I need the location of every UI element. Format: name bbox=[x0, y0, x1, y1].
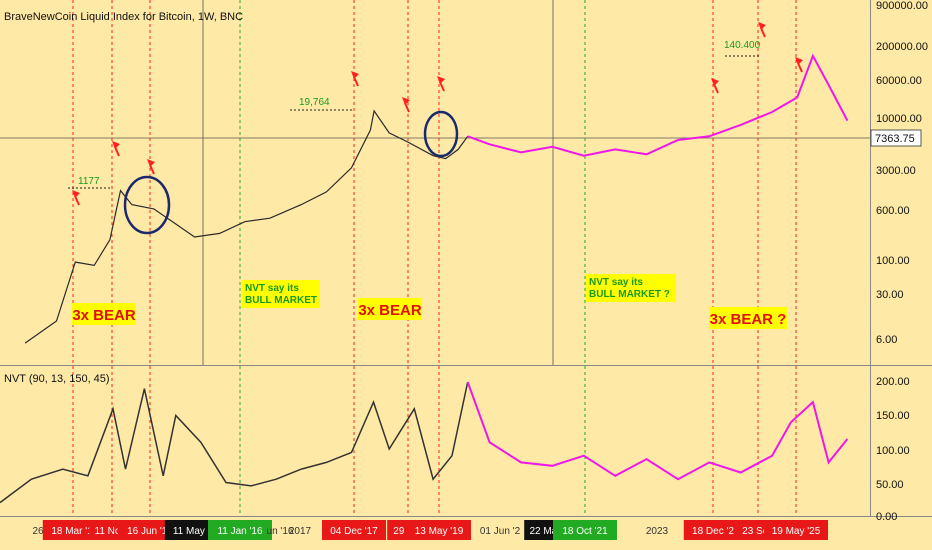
highlight-circle-2014 bbox=[123, 175, 171, 235]
highlight-circle-2019 bbox=[423, 110, 459, 158]
bear-box-3 bbox=[709, 307, 787, 329]
nvt-axis[interactable]: 200.00 150.00 100.00 50.00 0.00 bbox=[876, 376, 910, 523]
date-label: 11 May '1 bbox=[173, 526, 216, 537]
date-label: 22 Mar bbox=[529, 526, 561, 537]
nvt-tick-label: 0.00 bbox=[876, 511, 897, 523]
red-flag-icon bbox=[72, 190, 80, 206]
price-tick-label: 200000.00 bbox=[876, 41, 928, 53]
date-label: un '16 bbox=[267, 526, 294, 537]
bear-label-2: 3x BEAR bbox=[358, 302, 422, 319]
chart-title: BraveNewCoin Liquid Index for Bitcoin, 1… bbox=[4, 11, 243, 23]
price-panel-bg bbox=[0, 0, 870, 365]
time-axis[interactable]: 26 18 Mar '1 11 Nov 16 Jun '14 11 May '1 11 J… bbox=[32, 520, 828, 540]
date-highlight bbox=[322, 520, 386, 540]
nvt-series bbox=[0, 381, 849, 504]
peak-label-140400: 140.400 bbox=[724, 40, 761, 51]
nvt-panel-bg bbox=[0, 366, 870, 516]
price-tick-label: 10000.00 bbox=[876, 113, 922, 125]
price-tick-label: 3000.00 bbox=[876, 165, 916, 177]
nvt-label-2: NVT say its BULL MARKET ? bbox=[589, 277, 670, 300]
nvt-projection-line bbox=[466, 381, 849, 481]
date-label: 18 Dec '2 bbox=[692, 526, 734, 537]
date-label: 01 Jun '2 bbox=[480, 526, 521, 537]
date-highlight bbox=[407, 520, 471, 540]
bear-box-1 bbox=[72, 303, 136, 325]
current-price-label: 7363.75 bbox=[875, 133, 915, 145]
date-highlight bbox=[683, 520, 743, 540]
nvt-tick-label: 200.00 bbox=[876, 376, 910, 388]
price-tick-label: 6.00 bbox=[876, 334, 897, 346]
red-flag-icon bbox=[795, 57, 803, 73]
price-history-line bbox=[24, 109, 469, 344]
date-label: 11 Jan '16 bbox=[217, 526, 263, 537]
nvt-history-line bbox=[0, 381, 469, 504]
price-tick-label: 30.00 bbox=[876, 289, 904, 301]
nvt-title: NVT (90, 13, 150, 45) bbox=[4, 373, 110, 385]
cycle-marker-lines bbox=[72, 0, 797, 516]
date-label: 2023 bbox=[646, 526, 669, 537]
nvt-label-1: NVT say its BULL MARKET bbox=[245, 283, 317, 306]
red-flag-icon bbox=[402, 97, 410, 113]
bear-label-3: 3x BEAR ? bbox=[710, 311, 787, 328]
price-tick-label: 60000.00 bbox=[876, 75, 922, 87]
current-price-tag: 7363.75 bbox=[870, 129, 922, 147]
nvt-tick-label: 100.00 bbox=[876, 445, 910, 457]
red-flags bbox=[72, 22, 803, 206]
peak-label-19764: 19,764 bbox=[299, 97, 330, 108]
bear-label-1: 3x BEAR bbox=[72, 307, 136, 324]
red-flag-icon bbox=[147, 159, 155, 175]
red-flag-icon bbox=[112, 141, 120, 157]
date-label: 13 May '19 bbox=[415, 526, 464, 537]
price-axis[interactable]: 900000.00 200000.00 60000.00 10000.00 3000.0… bbox=[876, 0, 928, 346]
red-flag-icon bbox=[711, 78, 719, 94]
date-label: 18 Oct '21 bbox=[562, 526, 608, 537]
nvt-tick-label: 50.00 bbox=[876, 479, 904, 491]
date-label: 11 Nov bbox=[95, 526, 126, 537]
nvt-box-2 bbox=[586, 274, 676, 302]
nvt-box-1 bbox=[242, 280, 320, 308]
price-projection-line bbox=[467, 53, 849, 157]
price-tick-label: 900000.00 bbox=[876, 0, 928, 12]
chart-frame bbox=[0, 0, 932, 517]
date-label: 04 Dec '17 bbox=[330, 526, 378, 537]
date-highlight bbox=[42, 520, 102, 540]
date-highlight bbox=[764, 520, 828, 540]
red-flag-icon bbox=[758, 22, 766, 38]
price-tick-label: 100.00 bbox=[876, 255, 910, 267]
date-highlight bbox=[553, 520, 617, 540]
highlight-circles bbox=[123, 110, 459, 235]
date-label: 18 Mar '1 bbox=[51, 526, 93, 537]
date-highlight bbox=[208, 520, 272, 540]
red-flag-icon bbox=[351, 71, 359, 87]
date-label: 23 Sep bbox=[742, 526, 774, 537]
date-label: 19 May '25 bbox=[772, 526, 821, 537]
annotations: 1177 19,764 140.400 3x BEAR 3x BEAR 3x B… bbox=[68, 40, 787, 329]
nvt-tick-label: 150.00 bbox=[876, 410, 910, 422]
peak-label-1177: 1177 bbox=[78, 176, 100, 187]
date-label: 16 Jun '14 bbox=[127, 526, 173, 537]
bear-box-2 bbox=[358, 298, 422, 320]
date-label: 2017 bbox=[289, 526, 312, 537]
red-flag-icon bbox=[437, 76, 445, 92]
current-price-box bbox=[870, 129, 922, 147]
price-tick-label: 600.00 bbox=[876, 205, 910, 217]
date-label: 26 bbox=[32, 526, 44, 537]
price-series bbox=[24, 53, 849, 344]
